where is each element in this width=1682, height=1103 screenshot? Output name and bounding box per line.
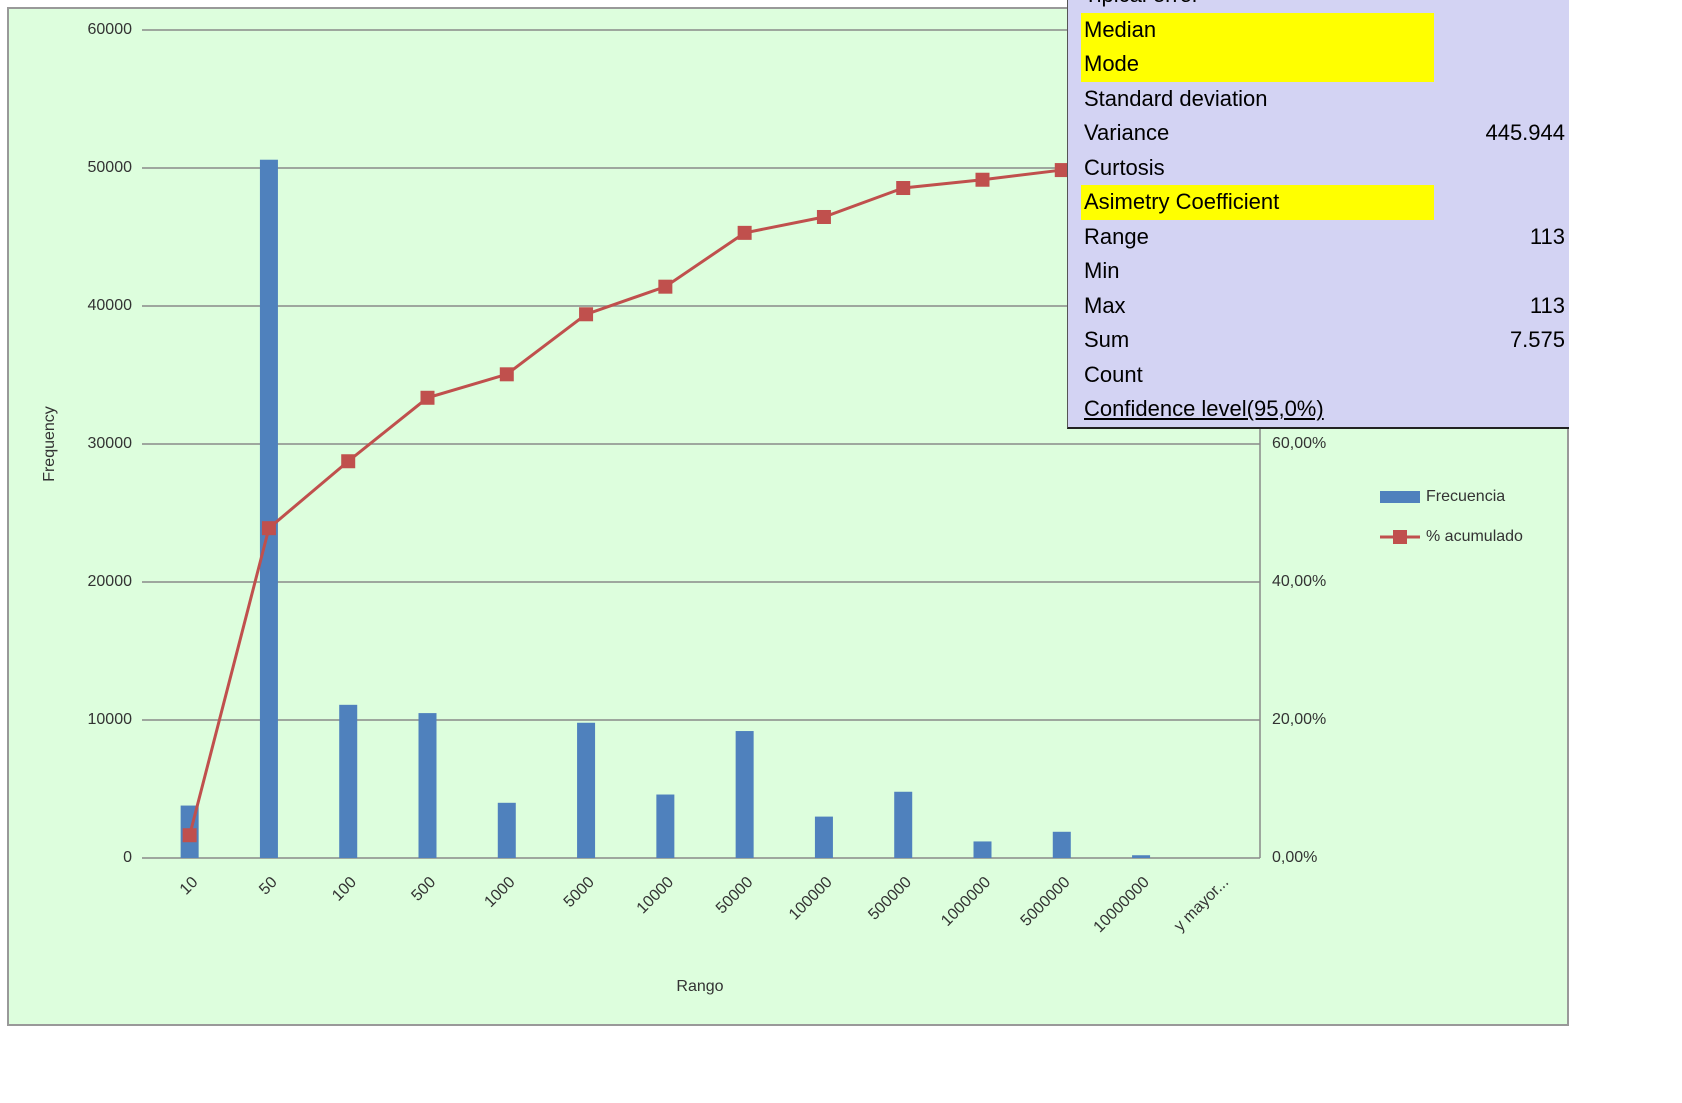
y-tick-label: 10000 [88,711,133,728]
line-marker [579,307,594,322]
y-axis-title: Frequency [41,406,58,482]
y2-tick-label: 40,00% [1272,573,1326,590]
stats-row: Tipical error [1068,0,1569,13]
stats-row: Min [1068,254,1569,289]
y-tick-label: 50000 [88,159,133,176]
bar [418,713,437,858]
stats-label: Median [1081,12,1434,47]
stats-label: Count [1084,361,1143,387]
bar [814,816,833,858]
x-axis-title: Rango [676,978,723,995]
stats-panel: Tipical errorMedianMode Standard deviatio… [1067,0,1569,429]
stats-row: Count [1068,358,1569,393]
bar [577,722,596,858]
y-tick-label: 40000 [88,297,133,314]
stats-label: Confidence level(95,0%) [1084,396,1324,421]
stats-label: Asimetry Coefficient [1081,185,1434,220]
line-marker [816,209,831,224]
legend-swatch [1393,530,1407,544]
bar [259,159,278,859]
stats-label: Range [1084,223,1149,249]
stats-row: Max 113 [1068,289,1569,324]
y-tick-label: 60000 [88,21,133,38]
stats-label: Standard deviation [1084,85,1268,111]
legend-label: Frecuencia [1426,488,1505,505]
legend-swatch [1380,491,1420,503]
stats-row: Standard deviation [1068,82,1569,117]
stats-label: Variance [1084,120,1170,145]
y-tick-label: 20000 [88,573,133,590]
y2-tick-label: 60,00% [1272,435,1326,452]
line-marker [341,454,356,469]
bar [735,731,754,858]
line-marker [182,828,197,843]
stats-label: Curtosis [1084,154,1165,180]
stats-label: Tipical error [1084,0,1199,13]
stats-row: Curtosis [1068,151,1569,186]
y2-tick-label: 0,00% [1272,849,1317,866]
stats-value: 113 [1529,292,1565,318]
line [188,166,1221,836]
line-marker [1054,163,1069,178]
stats-row: Variance 445.944 [1068,116,1569,151]
stats-row: Asimetry Coefficient [1068,185,1569,220]
stats-row: Mode [1068,47,1569,82]
line-marker [896,181,911,196]
line-marker [658,279,673,294]
stats-value: 7.575 [1509,327,1565,352]
line-marker [975,172,990,187]
legend-label: % acumulado [1426,528,1523,545]
bar [1132,855,1151,858]
bar [339,704,358,858]
stats-row: Confidence level(95,0%) [1068,392,1569,427]
line-marker [499,367,514,382]
stats-value: 113 [1529,223,1565,249]
line-marker [261,521,276,536]
stats-row: Range 113 [1068,220,1569,255]
bar [497,802,516,858]
line-marker [737,225,752,240]
stats-value: 445.944 [1485,120,1565,145]
y-tick-label: 0 [123,849,132,866]
stats-label: Mode [1081,47,1434,82]
y-tick-label: 30000 [88,435,133,452]
stats-row: Sum 7.575 [1068,323,1569,358]
y2-tick-label: 20,00% [1272,711,1326,728]
bar [894,791,913,858]
stats-row: Median [1068,12,1569,47]
stats-label: Sum [1084,327,1130,352]
bar [656,794,675,858]
stats-label: Max [1084,292,1126,318]
bar [973,841,992,858]
stats-label: Min [1084,258,1120,283]
bar [1052,831,1071,858]
line-marker [420,390,435,405]
